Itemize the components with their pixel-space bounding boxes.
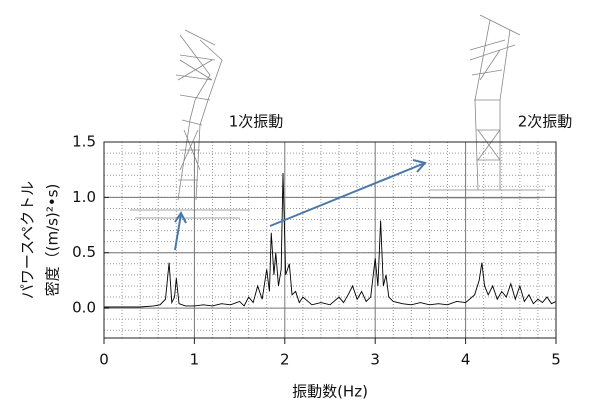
spectrum-line xyxy=(104,173,556,307)
page: {"chart_data": {"type": "line", "annotat… xyxy=(0,0,596,407)
y-tick-label: 0.5 xyxy=(72,243,96,261)
tower-illustration xyxy=(130,15,545,218)
x-tick-label: 3 xyxy=(370,351,380,369)
body: 0.0 0.5 1.0 1.5 0 1 2 3 4 5 1次振動 2次振動 振動数(Hz) パワー… xyxy=(0,0,596,407)
chart: 0.0 0.5 1.0 1.5 0 1 2 3 4 5 1次振動 2次振動 振動数(Hz) パワー… xyxy=(0,0,596,407)
x-axis-label: 振動数(Hz) xyxy=(292,383,368,401)
x-tick-label: 0 xyxy=(99,351,109,369)
y-tick-label: 1.0 xyxy=(72,188,96,206)
y-tick-label: 0.0 xyxy=(72,299,96,317)
y-tick-label: 1.5 xyxy=(72,133,96,151)
x-tick-label: 4 xyxy=(461,351,471,369)
x-tick-label: 1 xyxy=(190,351,200,369)
annotation: 1次振動 xyxy=(229,113,284,131)
x-tick-label: 2 xyxy=(280,351,290,369)
x-tick-label: 5 xyxy=(551,351,561,369)
annotation: 2次振動 xyxy=(518,113,573,131)
y-axis-label: 密度（(m/s)²•s) xyxy=(44,184,62,297)
y-axis-label: パワースペクトル xyxy=(19,181,37,299)
